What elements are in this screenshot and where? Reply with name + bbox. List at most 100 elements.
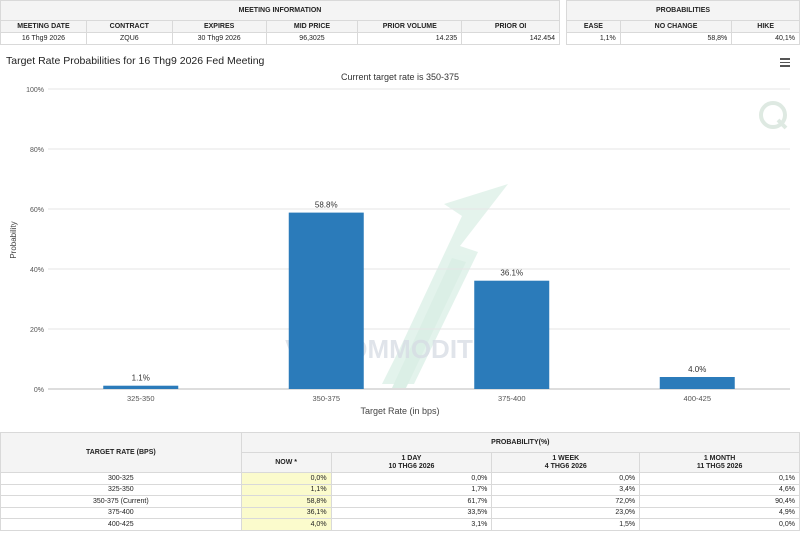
probability-cell: 0,0% [491,472,641,485]
probability-cell: 90,4% [639,495,800,508]
probability-cell: 0,0% [240,472,332,485]
bottom-header-row-2: NOW * 1 DAY 10 THG6 2026 1 WEEK 4 THG6 202… [1,452,800,473]
col-now-label: NOW * [275,458,298,466]
probability-cell: 0,0% [639,518,800,531]
header-meeting-date: MEETING DATE [0,20,87,33]
y-axis-label: Probability [9,221,18,258]
no-change-value: 58,8% [619,32,733,45]
probability-cell: 4,9% [639,506,800,519]
chart-subtitle: Current target rate is 350-375 [341,72,459,82]
mid-price-value: 96,3025 [265,32,359,45]
probability-cell: 58,8% [240,495,332,508]
table-row: 375-400 36,1% 33,5% 23,0% 4,9% [0,506,800,519]
y-tick-label: 0% [34,387,44,394]
rate-probability-table: TARGET RATE (BPS) PROBABILITY(%) NOW * 1… [0,432,800,531]
meeting-date-value: 16 Thg9 2026 [0,32,87,45]
prior-oi-value: 142.454 [461,32,560,45]
probability-cell: 1,5% [491,518,641,531]
bar-chart: VN COMMODITIES 0%20%40%60%80%100% 1.1%58… [9,72,790,416]
bar [659,377,735,389]
header-prior-oi: PRIOR OI [461,20,560,33]
watermark-arrow-icon [382,184,508,388]
col-1-day-header: 1 DAY 10 THG6 2026 [330,452,493,473]
x-tick-label: 325-350 [127,394,155,403]
probabilities-table: PROBABILITIES EASE NO CHANGE HIKE 1,1% 5… [566,0,800,45]
bar-data-label: 36.1% [500,269,523,278]
col-1-month-label: 1 MONTH [703,454,736,462]
meeting-data-row: 16 Thg9 2026 ZQU6 30 Thg9 2026 96,3025 1… [0,32,560,45]
col-1-day-date: 10 THG6 2026 [388,462,435,470]
x-axis: 325-350 350-375 375-400 400-425 [127,394,711,403]
col-now-header: NOW * [240,452,332,473]
probabilities-data-row: 1,1% 58,8% 40,1% [566,32,800,45]
probabilities-title: PROBABILITIES [566,0,800,21]
hike-value: 40,1% [731,32,800,45]
probability-cell: 72,0% [491,495,641,508]
bar [103,385,179,389]
table-row: 400-425 4,0% 3,1% 1,5% 0,0% [0,518,800,531]
table-row: 350-375 (Current) 58,8% 61,7% 72,0% 90,4% [0,495,800,508]
bar [288,212,364,389]
probability-cell: 1,7% [330,483,493,496]
table-row: 300-325 0,0% 0,0% 0,0% 0,1% [0,472,800,485]
probability-cell: 0,0% [330,472,493,485]
probability-cell: 3,4% [491,483,641,496]
top-info-panel: MEETING INFORMATION MEETING DATE CONTRAC… [0,0,800,50]
header-ease: EASE [566,20,621,33]
header-contract: CONTRACT [85,20,173,33]
probability-cell: 4,0% [240,518,332,531]
chart-bars: 1.1% 58.8% 36.1% 4.0% [103,201,735,389]
col-1-week-header: 1 WEEK 4 THG6 2026 [491,452,641,473]
probability-cell: 36,1% [240,506,332,519]
y-tick-label: 60% [30,207,44,214]
header-hike: HIKE [731,20,800,33]
bar-data-label: 1.1% [132,374,150,383]
probability-cell: 3,1% [330,518,493,531]
col-1-day-label: 1 DAY [401,454,422,462]
target-rate-cell: 300-325 [0,472,242,485]
x-tick-label: 350-375 [312,394,340,403]
hamburger-menu-icon[interactable] [780,58,790,67]
header-expires: EXPIRES [171,20,267,33]
col-1-week-date: 4 THG6 2026 [544,462,587,470]
meeting-information-title: MEETING INFORMATION [0,0,560,21]
meeting-information-table: MEETING INFORMATION MEETING DATE CONTRAC… [0,0,560,45]
y-axis: 0% 20% 40% 60% 80% 100% [26,87,44,394]
header-prior-volume: PRIOR VOLUME [357,20,463,33]
expires-value: 30 Thg9 2026 [171,32,267,45]
probability-cell: 61,7% [330,495,493,508]
ease-value: 1,1% [566,32,621,45]
col-1-month-header: 1 MONTH 11 THG5 2026 [639,452,800,473]
header-no-change: NO CHANGE [619,20,733,33]
y-tick-label: 40% [30,267,44,274]
target-rate-cell: 375-400 [0,506,242,519]
y-tick-label: 20% [30,327,44,334]
bar-data-label: 58.8% [315,201,338,210]
chart-title: Target Rate Probabilities for 16 Thg9 20… [6,55,265,67]
bar [474,280,550,389]
target-rate-cell: 325-350 [0,483,242,496]
bar-data-label: 4.0% [688,365,706,374]
watermark-q-icon [759,101,788,130]
bottom-header-row-1: TARGET RATE (BPS) PROBABILITY(%) [0,432,800,473]
target-rate-header: TARGET RATE (BPS) [0,432,242,473]
y-tick-label: 100% [26,87,44,94]
probabilities-header-row: EASE NO CHANGE HIKE [566,20,800,33]
target-rate-cell: 350-375 (Current) [0,495,242,508]
probability-cell: 1,1% [240,483,332,496]
x-tick-label: 375-400 [498,394,526,403]
meeting-header-row: MEETING DATE CONTRACT EXPIRES MID PRICE … [0,20,560,33]
x-axis-label: Target Rate (in bps) [360,406,439,416]
target-rate-cell: 400-425 [0,518,242,531]
x-tick-label: 400-425 [683,394,711,403]
table-row: 325-350 1,1% 1,7% 3,4% 4,6% [0,483,800,496]
probability-cell: 4,6% [639,483,800,496]
probability-cell: 0,1% [639,472,800,485]
header-mid-price: MID PRICE [265,20,359,33]
probability-cell: 33,5% [330,506,493,519]
prior-volume-value: 14.235 [357,32,463,45]
contract-value: ZQU6 [85,32,173,45]
col-1-month-date: 11 THG5 2026 [696,462,743,470]
probability-cell: 23,0% [491,506,641,519]
y-tick-label: 80% [30,147,44,154]
